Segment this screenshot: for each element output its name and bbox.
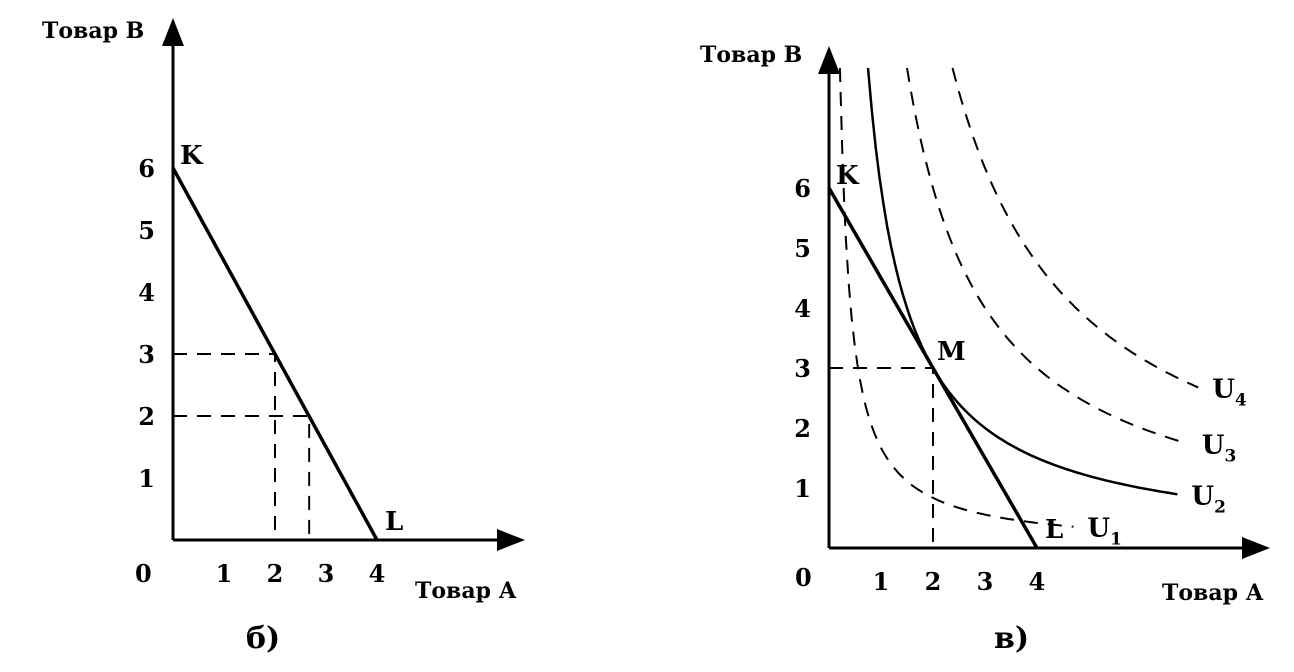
y-tick-label: 2	[794, 414, 811, 443]
point-l-label: L	[385, 507, 403, 537]
curve-label: U3	[1202, 431, 1237, 467]
x-tick-label: 2	[267, 559, 284, 588]
guide-line	[173, 353, 276, 540]
x-tick-labels: 1 2 3 4	[216, 559, 386, 588]
guide-lines	[829, 367, 934, 548]
origin-label: 0	[135, 559, 152, 588]
y-tick-label: 4	[138, 278, 155, 307]
y-tick-label: 6	[138, 154, 155, 183]
x-axis-title: Товар А	[415, 578, 517, 604]
x-axis-title: Товар А	[1162, 580, 1264, 606]
x-tick-label: 3	[977, 567, 994, 596]
x-tick-label: 1	[873, 567, 890, 596]
indifference-curve-u4	[951, 67, 1199, 389]
curve-label: U4	[1212, 374, 1247, 410]
y-tick-label: 1	[138, 464, 155, 493]
indifference-curve-u2	[866, 67, 1178, 496]
y-tick-label: 4	[794, 294, 811, 323]
y-tick-label: 3	[794, 354, 811, 383]
x-axis-arrow	[497, 529, 525, 551]
indifference-curves: U1 U2 U3 U4	[838, 67, 1247, 550]
y-tick-label: 3	[138, 340, 155, 369]
chart-caption: в)	[994, 621, 1029, 656]
y-tick-label: 6	[794, 174, 811, 203]
chart-caption: б)	[246, 621, 280, 656]
point-k-label: K	[180, 141, 204, 171]
x-tick-label: 1	[216, 559, 233, 588]
guide-line	[829, 367, 934, 548]
x-axis-arrow	[1242, 537, 1270, 559]
x-tick-label: 2	[925, 567, 942, 596]
x-tick-labels: 1 2 3 4	[873, 567, 1046, 596]
curve-label: U2	[1191, 481, 1226, 517]
indifference-curve-u3	[906, 67, 1189, 445]
y-axis-arrow	[162, 18, 184, 46]
point-l-label: L	[1045, 515, 1063, 545]
y-axis-title: Товар В	[42, 18, 144, 44]
y-tick-labels: 1 2 3 4 5 6	[794, 174, 811, 503]
guide-line	[173, 415, 311, 540]
point-m-label: M	[937, 337, 966, 367]
budget-line	[827, 187, 1039, 549]
chart-b: Товар В Товар А 0 б) 1 2 3 4 1 2 3 4 5 6 K L	[42, 18, 525, 656]
curve-label: U1	[1087, 514, 1122, 550]
x-tick-label: 4	[369, 559, 386, 588]
indifference-curve-u1	[838, 67, 1074, 528]
budget-line	[171, 167, 379, 541]
y-tick-label: 1	[794, 474, 811, 503]
y-tick-label: 5	[794, 234, 811, 263]
y-tick-labels: 1 2 3 4 5 6	[138, 154, 155, 493]
x-tick-label: 3	[318, 559, 335, 588]
point-k-label: K	[836, 161, 860, 191]
y-axis-arrow	[818, 46, 840, 74]
origin-label: 0	[795, 563, 812, 592]
y-tick-label: 2	[138, 402, 155, 431]
y-axis-title: Товар В	[700, 42, 802, 68]
x-tick-label: 4	[1029, 567, 1046, 596]
y-tick-label: 5	[138, 216, 155, 245]
